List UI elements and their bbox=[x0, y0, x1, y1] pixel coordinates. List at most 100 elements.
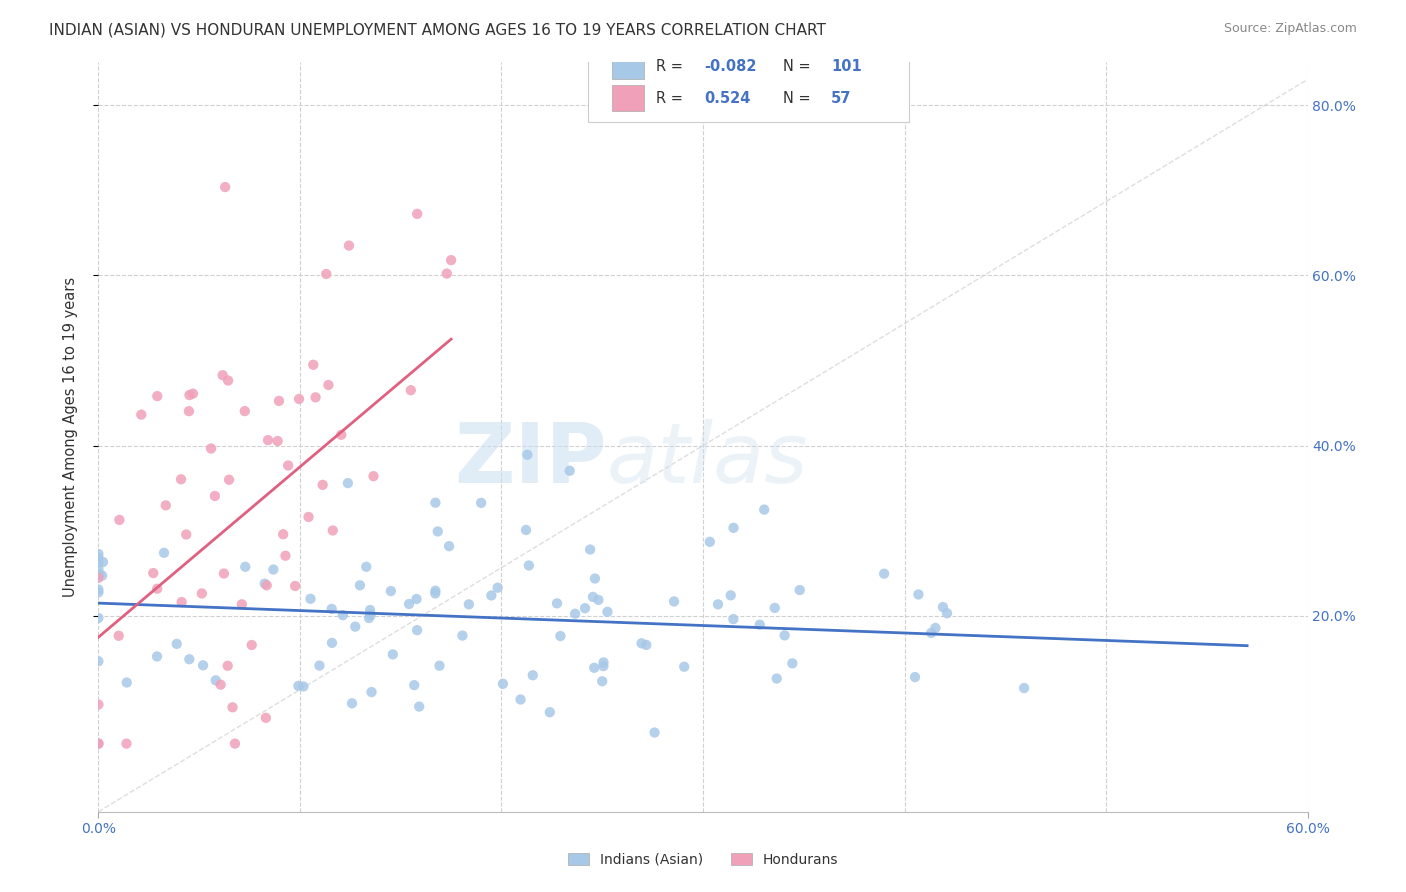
Point bbox=[155, 499, 177, 513]
Point bbox=[91, 555, 114, 569]
Point bbox=[564, 607, 586, 621]
Point bbox=[256, 578, 278, 592]
Point bbox=[596, 605, 619, 619]
FancyBboxPatch shape bbox=[613, 54, 644, 79]
Point bbox=[516, 448, 538, 462]
Point bbox=[87, 555, 110, 569]
Point bbox=[399, 383, 422, 397]
Point bbox=[359, 603, 381, 617]
Point bbox=[381, 648, 404, 662]
Point bbox=[546, 596, 568, 610]
Point bbox=[457, 598, 479, 612]
Point bbox=[583, 572, 606, 586]
Point bbox=[322, 524, 344, 538]
Point bbox=[583, 661, 606, 675]
Point bbox=[297, 510, 319, 524]
Point bbox=[425, 583, 447, 598]
Point bbox=[233, 404, 256, 418]
Point bbox=[287, 679, 309, 693]
Point bbox=[308, 658, 330, 673]
Point bbox=[87, 654, 110, 668]
Point bbox=[907, 587, 929, 601]
Y-axis label: Unemployment Among Ages 16 to 19 years: Unemployment Among Ages 16 to 19 years bbox=[63, 277, 77, 597]
Point bbox=[204, 673, 226, 688]
Point bbox=[191, 586, 214, 600]
Point bbox=[304, 390, 326, 404]
Point bbox=[262, 562, 284, 576]
FancyBboxPatch shape bbox=[588, 44, 908, 122]
Point bbox=[253, 576, 276, 591]
Point bbox=[429, 658, 451, 673]
Point bbox=[748, 617, 770, 632]
Point bbox=[274, 549, 297, 563]
Point bbox=[174, 527, 197, 541]
Text: 0.524: 0.524 bbox=[704, 91, 751, 105]
Point bbox=[673, 659, 696, 673]
Point bbox=[170, 595, 193, 609]
Point bbox=[321, 636, 343, 650]
Point bbox=[89, 567, 111, 582]
Point bbox=[436, 267, 458, 281]
Point bbox=[181, 386, 204, 401]
Point bbox=[720, 588, 742, 602]
Point bbox=[349, 578, 371, 592]
Point bbox=[723, 521, 745, 535]
Point bbox=[266, 434, 288, 448]
Point bbox=[233, 559, 256, 574]
Point bbox=[170, 472, 193, 486]
Point bbox=[240, 638, 263, 652]
Point bbox=[115, 675, 138, 690]
Point bbox=[87, 547, 110, 561]
Point bbox=[406, 623, 429, 637]
Point bbox=[754, 502, 776, 516]
Point bbox=[87, 571, 110, 585]
Point bbox=[146, 582, 169, 596]
Point bbox=[179, 652, 201, 666]
Point bbox=[789, 582, 811, 597]
Point bbox=[426, 524, 449, 539]
Point bbox=[636, 638, 658, 652]
Point bbox=[630, 636, 652, 650]
Point bbox=[146, 389, 169, 403]
Point bbox=[87, 737, 110, 751]
Point bbox=[904, 670, 927, 684]
Point bbox=[404, 678, 426, 692]
Point bbox=[87, 582, 110, 597]
Point bbox=[217, 374, 239, 388]
Point bbox=[763, 601, 786, 615]
Point bbox=[522, 668, 544, 682]
Point bbox=[177, 404, 200, 418]
Point bbox=[470, 496, 492, 510]
Point bbox=[437, 539, 460, 553]
Point bbox=[406, 207, 429, 221]
Point bbox=[87, 562, 110, 576]
Point bbox=[312, 478, 335, 492]
Point bbox=[330, 427, 353, 442]
Point bbox=[257, 433, 280, 447]
Point bbox=[765, 672, 787, 686]
FancyBboxPatch shape bbox=[613, 86, 644, 111]
Text: N =: N = bbox=[783, 59, 815, 74]
Point bbox=[212, 566, 235, 581]
Point bbox=[357, 611, 380, 625]
Point bbox=[579, 542, 602, 557]
Point bbox=[87, 698, 110, 712]
Point bbox=[699, 534, 721, 549]
Point bbox=[723, 612, 745, 626]
Point bbox=[398, 597, 420, 611]
Point bbox=[380, 584, 402, 599]
Point bbox=[356, 559, 378, 574]
Point bbox=[486, 581, 509, 595]
Point bbox=[363, 469, 385, 483]
Point bbox=[440, 253, 463, 268]
Point bbox=[271, 527, 294, 541]
Point bbox=[87, 551, 110, 566]
Point bbox=[299, 591, 322, 606]
Point bbox=[179, 388, 201, 402]
Point bbox=[284, 579, 307, 593]
Point bbox=[231, 597, 253, 611]
Point bbox=[91, 568, 114, 582]
Point bbox=[873, 566, 896, 581]
Point bbox=[662, 594, 685, 608]
Point bbox=[451, 629, 474, 643]
